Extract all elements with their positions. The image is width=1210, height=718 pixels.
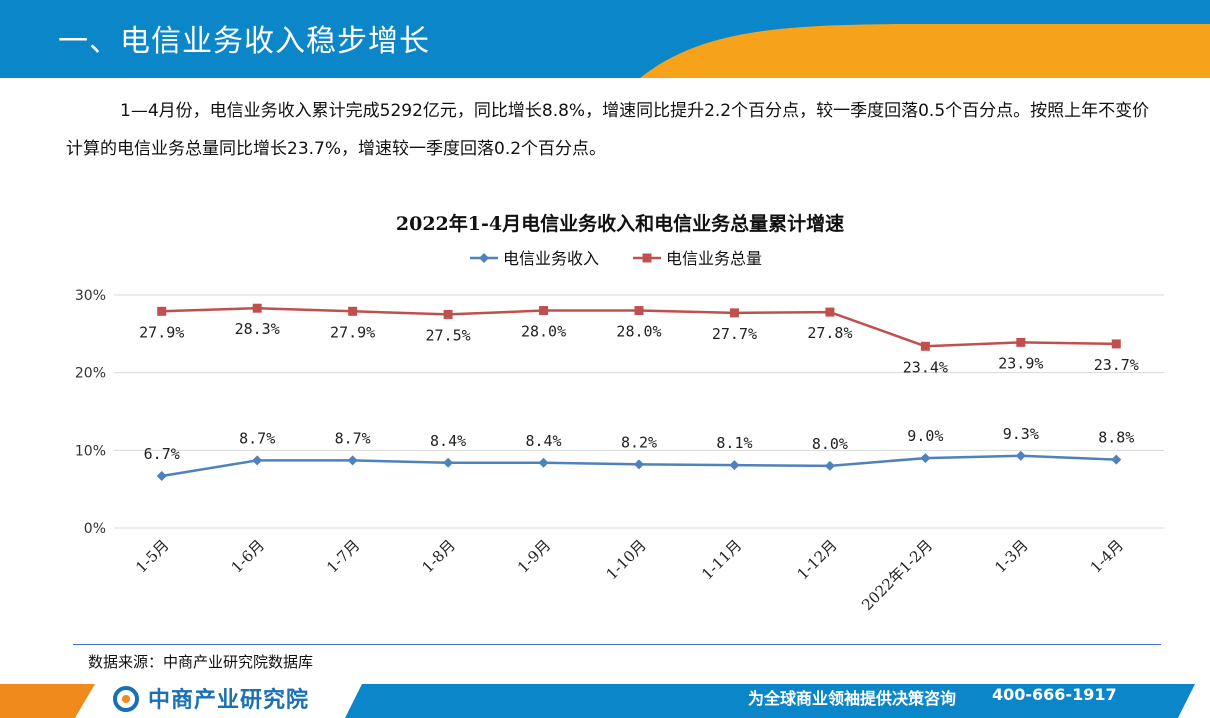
y-tick-label: 30% (75, 288, 106, 304)
data-point (347, 455, 358, 466)
x-tick-label: 1-12月 (794, 536, 841, 583)
footer-banner (0, 684, 1195, 718)
data-point (1111, 454, 1122, 465)
data-point (1015, 450, 1026, 461)
data-label: 23.4% (903, 358, 948, 376)
data-point (252, 455, 263, 466)
chart-labels: 6.7% 8.7% 8.7% 8.4% 8.4% 8.2% 8.1% 8.0% 9.0% 9.3%… (139, 320, 1139, 463)
data-label: 8.8% (1098, 429, 1134, 447)
x-tick-label: 1-5月 (132, 536, 172, 576)
data-point (252, 303, 262, 313)
legend-marker (479, 253, 489, 263)
source-divider (73, 644, 1161, 645)
data-point (634, 306, 644, 316)
x-tick-label: 1-8月 (419, 536, 459, 576)
data-label: 27.8% (807, 324, 852, 342)
data-label: 6.7% (144, 445, 180, 463)
x-tick-label: 1-6月 (228, 536, 268, 576)
chart-title: 2022年1-4月电信业务收入和电信业务总量累计增速 (396, 212, 844, 235)
data-label: 8.7% (335, 429, 371, 447)
data-point (920, 341, 930, 351)
data-label: 27.7% (712, 325, 757, 343)
data-point (920, 453, 931, 464)
x-tick-label: 2022年1-2月 (858, 536, 936, 614)
summary-paragraph: 1—4月份，电信业务收入累计完成5292亿元，同比增长8.8%，增速同比提升2.… (66, 101, 1150, 159)
data-source: 数据来源：中商产业研究院数据库 (88, 653, 314, 671)
footer-phone: 400-666-1917 (992, 685, 1117, 704)
chart-legend: 电信业务收入 电信业务总量 (470, 249, 762, 268)
data-label: 28.3% (235, 320, 280, 338)
page-title: 一、电信业务收入稳步增长 (58, 24, 430, 59)
x-tick-label: 1-3月 (991, 536, 1031, 576)
data-point (824, 460, 835, 471)
data-point (634, 459, 644, 470)
chart-series (156, 303, 1122, 481)
data-point (538, 457, 549, 468)
data-point (729, 460, 740, 471)
data-label: 27.9% (330, 323, 375, 341)
data-point (1111, 339, 1121, 349)
data-point (156, 470, 167, 481)
data-point (825, 307, 835, 317)
y-tick-label: 20% (75, 366, 106, 382)
x-tick-label: 1-11月 (698, 536, 745, 583)
data-point (348, 306, 358, 316)
data-label: 23.9% (998, 354, 1043, 372)
y-tick-label: 0% (84, 521, 106, 537)
data-label: 28.0% (521, 323, 566, 341)
chart-grid (114, 294, 1164, 529)
chart-axes: 0% 10% 20% 30% 1-5月 1-6月 1-7月 1-8月 1-9月 1-10月 1-11… (75, 288, 1127, 614)
line-chart: 0% 10% 20% 30% 1-5月 1-6月 1-7月 1-8月 1-9月 1-10月 1-11… (75, 212, 1164, 614)
x-tick-label: 1-9月 (514, 536, 554, 576)
legend-marker (642, 253, 652, 263)
data-point (729, 308, 739, 318)
data-point (443, 457, 454, 468)
data-point (443, 309, 453, 319)
legend-label: 电信业务收入 (503, 249, 599, 268)
data-label: 27.9% (139, 323, 184, 341)
data-label: 9.3% (1003, 425, 1039, 443)
data-label: 8.4% (430, 432, 466, 450)
header-banner (0, 0, 1210, 78)
data-point (157, 306, 167, 316)
x-tick-label: 1-4月 (1087, 536, 1127, 576)
x-tick-label: 1-7月 (323, 536, 363, 576)
y-tick-label: 10% (75, 443, 106, 459)
data-point (1016, 337, 1026, 347)
data-label: 28.0% (616, 323, 661, 341)
data-label: 8.1% (716, 434, 752, 452)
footer-slogan: 为全球商业领袖提供决策咨询 (748, 689, 957, 708)
data-label: 8.0% (812, 435, 848, 453)
footer-logo-text: 中商产业研究院 (148, 688, 310, 713)
data-label: 8.7% (239, 429, 275, 447)
data-point (539, 306, 549, 316)
data-label: 9.0% (907, 427, 943, 445)
data-label: 23.7% (1094, 356, 1139, 374)
legend-label: 电信业务总量 (666, 249, 762, 268)
data-label: 8.2% (621, 433, 657, 451)
data-label: 8.4% (525, 432, 561, 450)
x-tick-label: 1-10月 (603, 536, 650, 583)
data-label: 27.5% (426, 326, 471, 344)
